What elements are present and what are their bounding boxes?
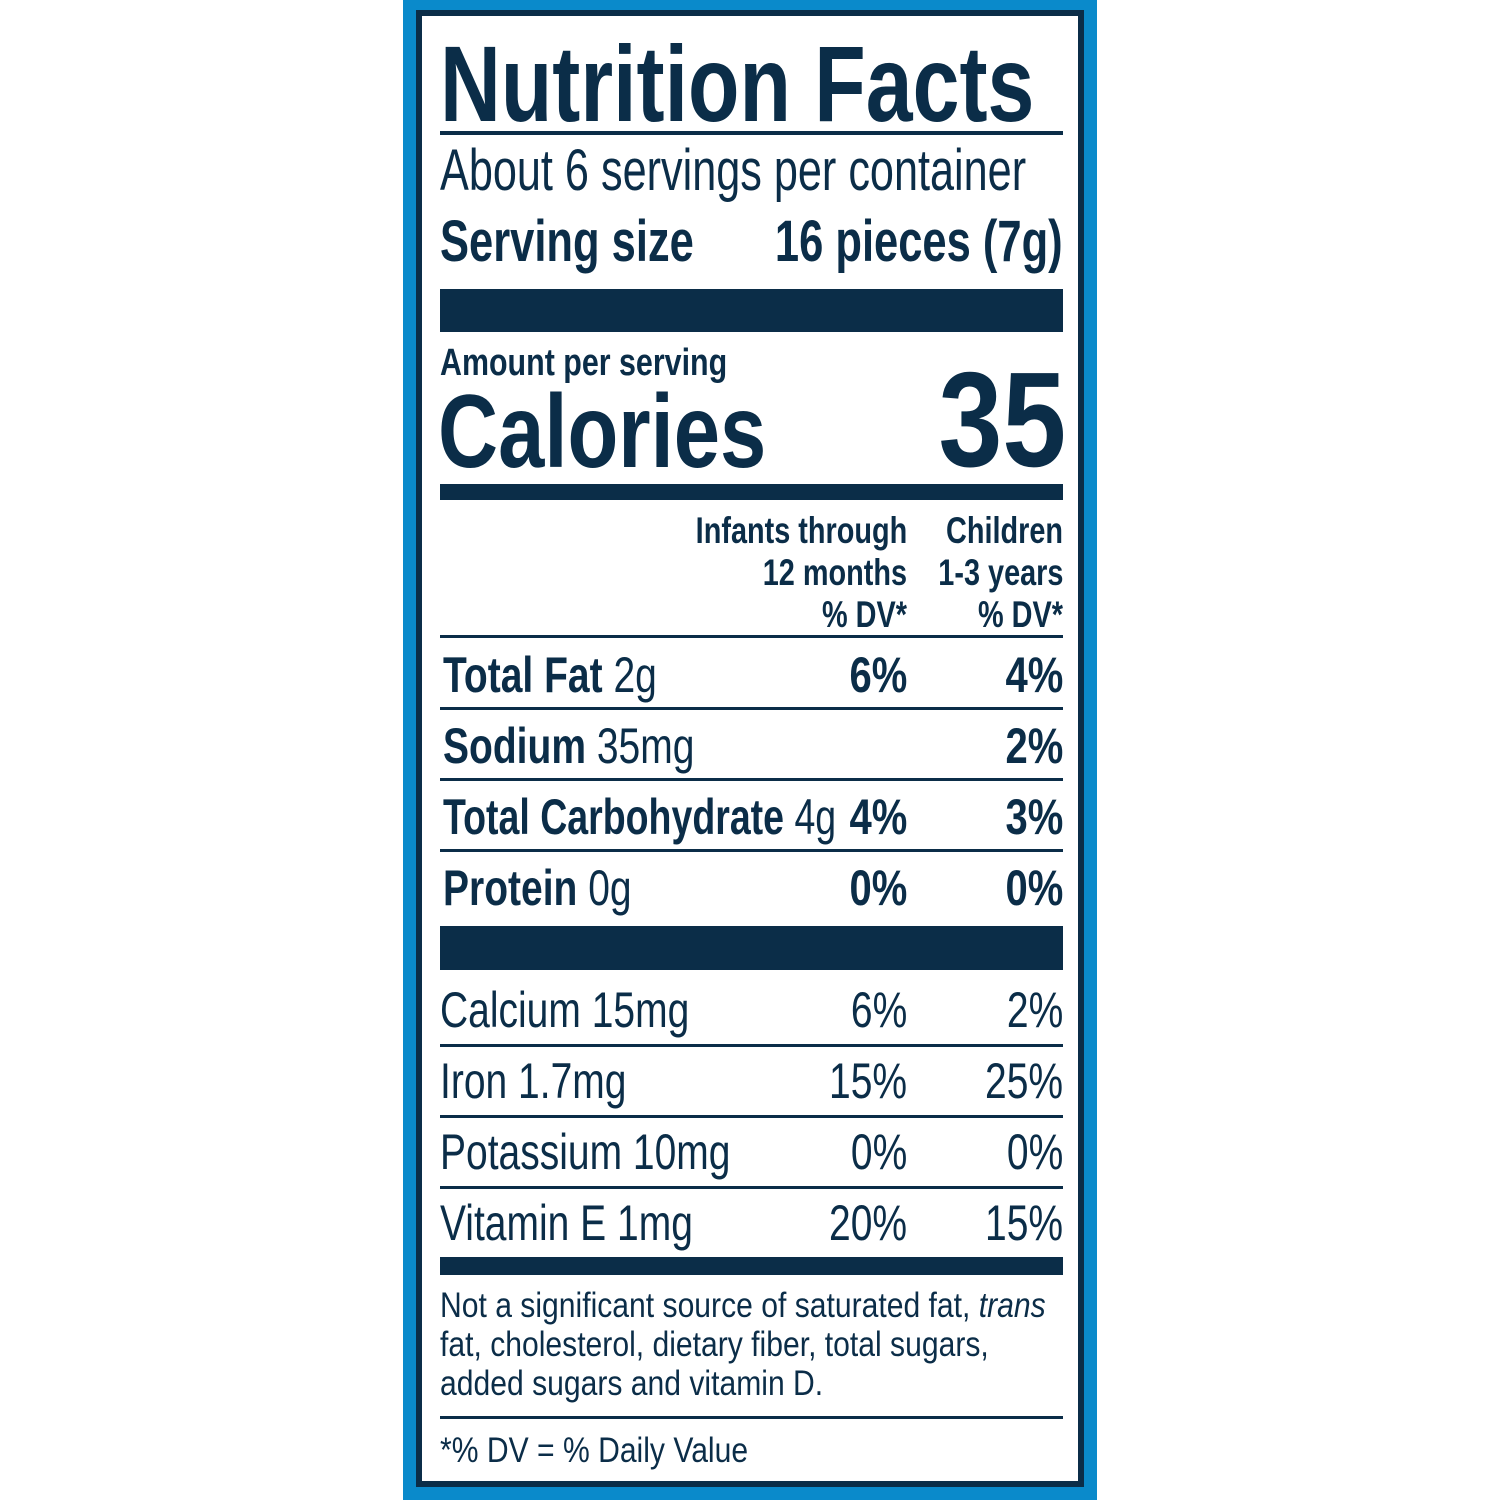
divider xyxy=(440,1115,1063,1118)
footnote-line-3: added sugars and vitamin D. xyxy=(440,1364,824,1403)
thick-divider xyxy=(440,926,1063,970)
dv-infants: 15% xyxy=(828,1053,907,1109)
divider xyxy=(440,635,1063,638)
divider xyxy=(440,1044,1063,1047)
micronutrient-potassium: Potassium 10mg xyxy=(440,1124,731,1180)
thick-divider xyxy=(440,289,1063,332)
title: Nutrition Facts xyxy=(440,23,1035,144)
dv-infants: 20% xyxy=(828,1195,907,1251)
dv-infants: 6% xyxy=(850,982,907,1038)
nutrient-total-carbohydrate: Total Carbohydrate 4g xyxy=(443,789,837,845)
dv-note: *% DV = % Daily Value xyxy=(440,1431,749,1470)
amount-per-serving: Amount per serving xyxy=(440,342,728,384)
col-header-infants-1: Infants through xyxy=(695,510,907,551)
calories-value: 35 xyxy=(938,344,1066,495)
serving-size-value: 16 pieces (7g) xyxy=(775,209,1063,274)
nutrient-protein: Protein 0g xyxy=(443,860,632,916)
divider xyxy=(440,707,1063,710)
col-header-children-2: 1-3 years xyxy=(937,552,1063,593)
dv-children: 0% xyxy=(1006,1124,1063,1180)
nutrient-sodium: Sodium 35mg xyxy=(443,718,695,774)
col-header-infants-2: 12 months xyxy=(762,552,907,593)
dv-children: 2% xyxy=(1006,982,1063,1038)
dv-infants: 6% xyxy=(849,647,907,703)
calories-label: Calories xyxy=(438,374,767,490)
dv-children: 2% xyxy=(1005,718,1063,774)
col-header-infants-3: % DV* xyxy=(821,594,907,635)
footnote-line-1: Not a significant source of saturated fa… xyxy=(440,1286,1046,1325)
micronutrient-vitamin-e: Vitamin E 1mg xyxy=(440,1195,693,1251)
divider xyxy=(440,778,1063,781)
dv-children: 4% xyxy=(1005,647,1063,703)
label-panel xyxy=(422,16,1078,1481)
dv-children: 15% xyxy=(984,1195,1063,1251)
medium-divider xyxy=(440,1257,1063,1275)
col-header-children-1: Children xyxy=(945,510,1063,551)
dv-children: 25% xyxy=(984,1053,1063,1109)
divider xyxy=(440,1186,1063,1189)
micronutrient-iron: Iron 1.7mg xyxy=(440,1053,627,1109)
dv-infants: 0% xyxy=(849,860,907,916)
footnote-line-2: fat, cholesterol, dietary fiber, total s… xyxy=(440,1325,989,1364)
dv-infants: 4% xyxy=(849,789,907,845)
divider xyxy=(440,1416,1063,1419)
divider xyxy=(440,131,1063,135)
nutrient-total-fat: Total Fat 2g xyxy=(443,647,657,703)
micronutrient-calcium: Calcium 15mg xyxy=(440,982,690,1038)
medium-divider xyxy=(440,484,1063,500)
serving-size-label: Serving size xyxy=(440,209,694,274)
dv-children: 0% xyxy=(1005,860,1063,916)
servings-per-container: About 6 servings per container xyxy=(440,138,1027,203)
divider xyxy=(440,849,1063,852)
dv-children: 3% xyxy=(1005,789,1063,845)
dv-infants: 0% xyxy=(850,1124,907,1180)
col-header-children-3: % DV* xyxy=(977,594,1063,635)
